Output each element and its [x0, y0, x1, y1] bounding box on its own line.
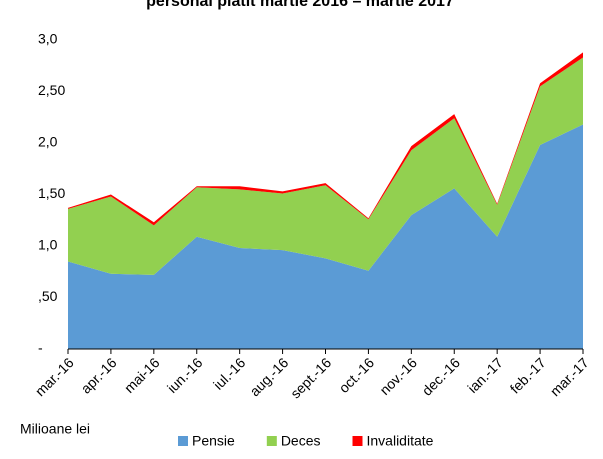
x-tick-label: nov.-16: [376, 354, 420, 398]
legend-swatch: [178, 436, 188, 446]
legend-label: Deces: [281, 433, 321, 449]
x-tick-label: dec.-16: [419, 354, 463, 398]
x-tick-label: ian.-17: [464, 354, 506, 396]
x-tick-label: mai-16: [121, 354, 163, 396]
x-tick-label: mar.-16: [32, 354, 77, 399]
x-tick-label: feb.-17: [507, 354, 549, 396]
legend-label: Invaliditate: [367, 433, 434, 449]
chart-title: personal platit martie 2016 – martie 201…: [146, 0, 454, 10]
x-tick-label: oct.-16: [336, 354, 378, 396]
y-tick-label: 1,50: [38, 185, 65, 201]
legend-label: Pensie: [192, 433, 235, 449]
legend-swatch: [266, 436, 277, 446]
y-tick-label: 2,50: [38, 82, 65, 98]
x-tick-label: mar.-17: [547, 354, 592, 399]
y-tick-label: 3,0: [38, 31, 58, 47]
y-tick-label: 2,0: [38, 134, 58, 150]
x-tick-label: aug.-16: [246, 354, 291, 399]
area: [68, 124, 583, 350]
area: [68, 57, 583, 275]
y-tick-label: -: [38, 340, 43, 356]
y-axis-label: Milioane lei: [20, 421, 90, 437]
y-tick-label: ,50: [38, 288, 58, 304]
x-tick-label: sept.-16: [287, 354, 334, 401]
x-tick-label: iul.-16: [210, 354, 248, 392]
legend-swatch: [352, 436, 363, 446]
x-tick-label: iun.-16: [164, 354, 206, 396]
y-tick-label: 1,0: [38, 237, 58, 253]
x-tick-label: apr.-16: [78, 354, 120, 396]
